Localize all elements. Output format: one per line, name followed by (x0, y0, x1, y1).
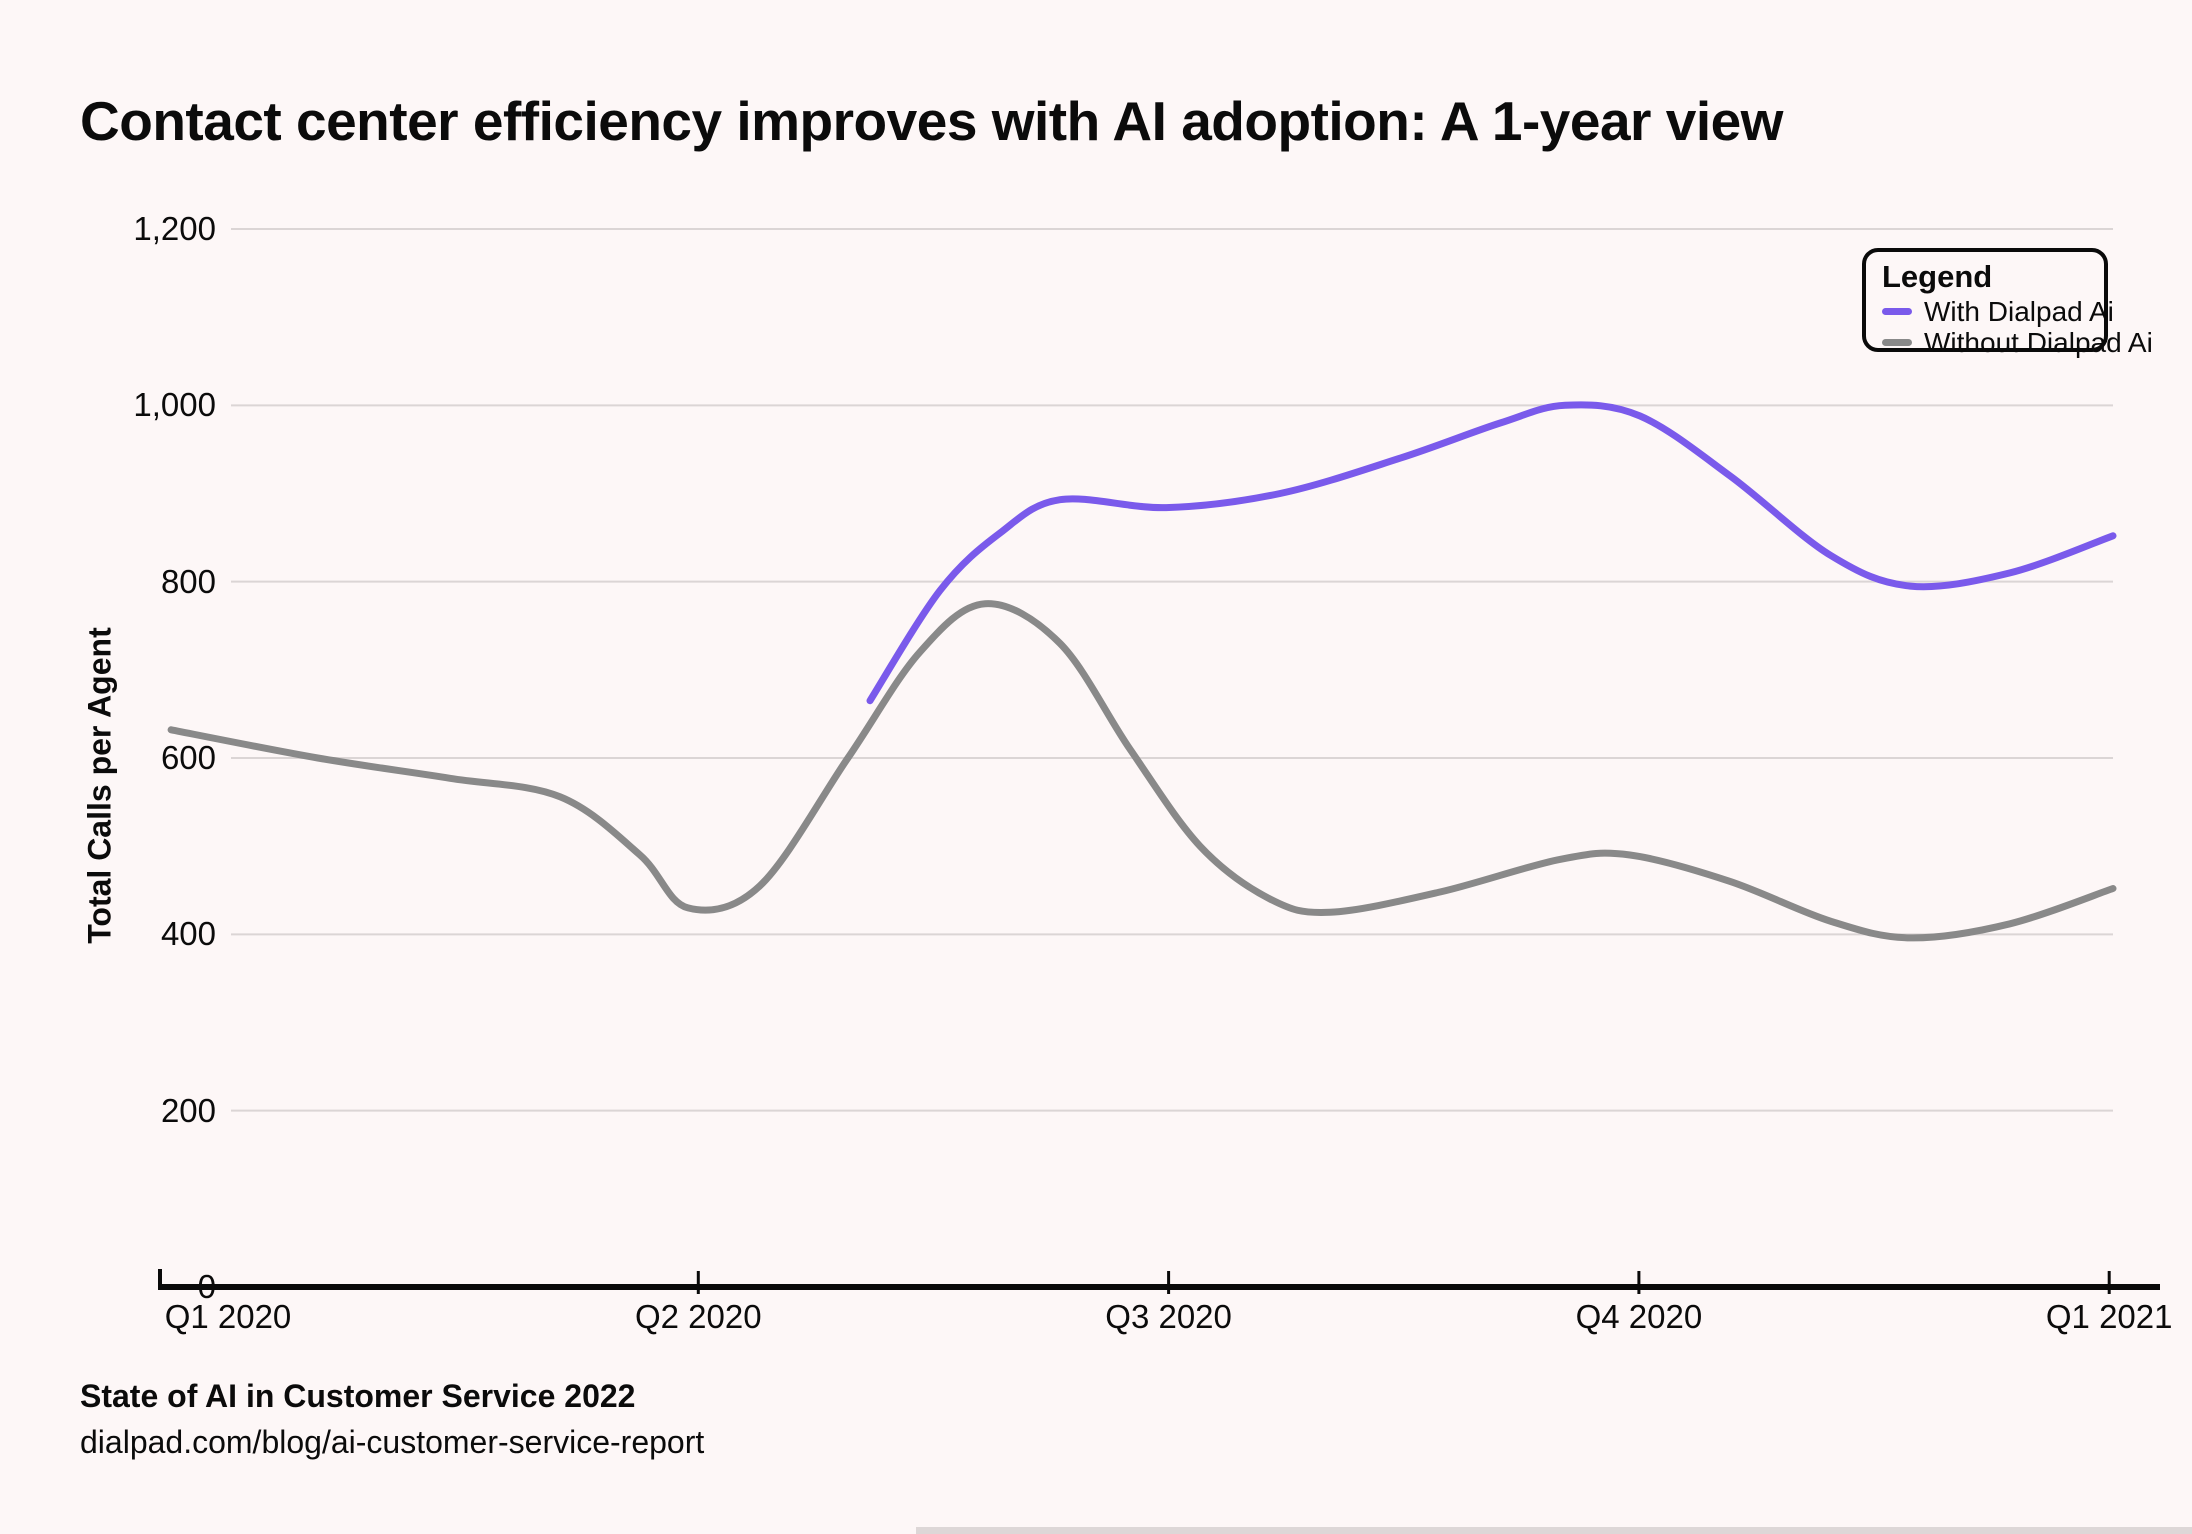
y-tick-label-0: 0 (197, 1268, 216, 1305)
series-line-without-dialpad-ai (167, 600, 2117, 942)
legend-item-without-dialpad-ai: Without Dialpad Ai (1882, 327, 2153, 358)
legend-label: Without Dialpad Ai (1924, 326, 2153, 358)
legend-label: With Dialpad Ai (1924, 295, 2114, 327)
x-tick-label-q1-2020: Q1 2020 (164, 1298, 292, 1335)
y-tick-label-800: 800 (160, 562, 216, 600)
y-tick-label-1200: 1,200 (133, 210, 216, 247)
x-tick-label-q2-2020: Q2 2020 (634, 1298, 762, 1335)
legend-swatch (1882, 308, 1912, 315)
x-tick-label-q1-2021: Q1 2021 (2045, 1298, 2173, 1335)
source-url: dialpad.com/blog/ai-customer-service-rep… (80, 1424, 705, 1460)
legend-items: With Dialpad Ai Without Dialpad Ai (1882, 296, 2153, 358)
legend-item-with-dialpad-ai: With Dialpad Ai (1882, 296, 2114, 327)
bottom-edge-strip (916, 1527, 2192, 1534)
x-tick-label-q3-2020: Q3 2020 (1105, 1298, 1232, 1335)
legend-swatch (1882, 339, 1912, 346)
series-line-with-dialpad-ai (866, 401, 2117, 705)
y-tick-label-200: 200 (160, 1091, 216, 1129)
legend-title: Legend (1882, 259, 1993, 294)
legend-box: Legend With Dialpad Ai Without Dialpad Ai (1862, 248, 2153, 358)
y-tick-label-600: 600 (160, 739, 216, 776)
source-title: State of AI in Customer Service 2022 (80, 1378, 636, 1414)
y-tick-label-400: 400 (160, 915, 216, 953)
y-tick-label-1000: 1,000 (133, 386, 216, 424)
x-tick-label-q4-2020: Q4 2020 (1575, 1298, 1703, 1335)
chart-title: Contact center efficiency improves with … (80, 89, 1783, 152)
